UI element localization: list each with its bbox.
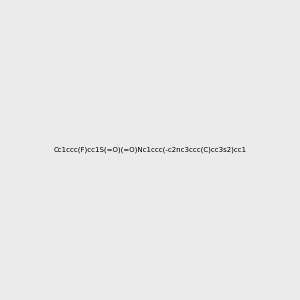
Text: Cc1ccc(F)cc1S(=O)(=O)Nc1ccc(-c2nc3ccc(C)cc3s2)cc1: Cc1ccc(F)cc1S(=O)(=O)Nc1ccc(-c2nc3ccc(C)… <box>53 147 247 153</box>
